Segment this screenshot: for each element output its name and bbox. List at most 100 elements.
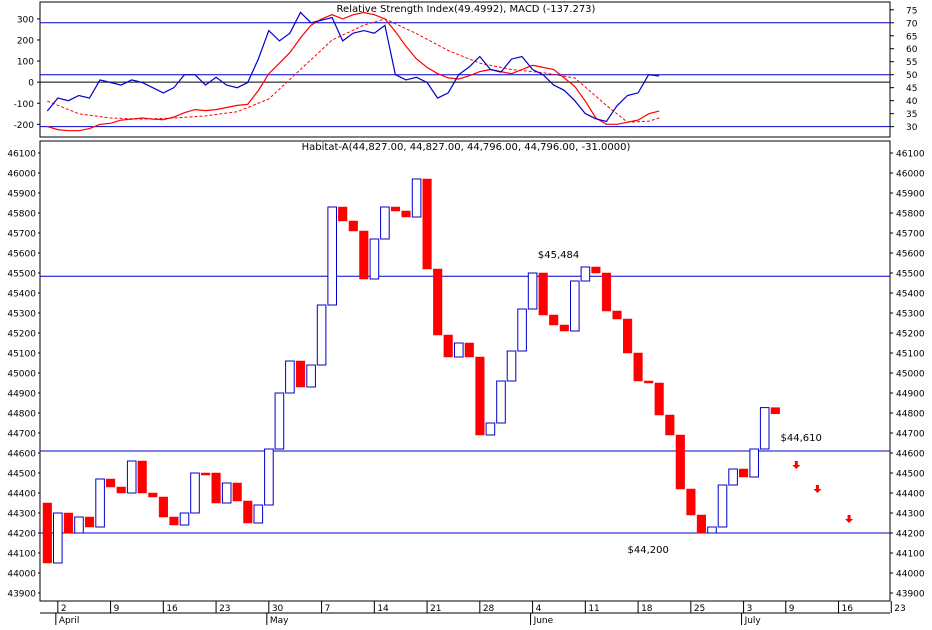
candle-down	[696, 514, 706, 534]
price-tick-label-left: 44300	[7, 510, 36, 520]
price-tick-label-left: 44900	[7, 390, 36, 400]
date-tick-label: 9	[789, 604, 795, 614]
candle-up	[285, 360, 295, 394]
candle-down	[443, 334, 453, 358]
rsi-tick-label: 50	[906, 71, 918, 81]
macd-tick-label: 100	[17, 58, 34, 68]
date-tick-label: 21	[430, 604, 441, 614]
price-tick-label-right: 45300	[896, 310, 925, 320]
price-horizontal-levels	[40, 275, 890, 534]
price-tick-label-left: 44800	[7, 410, 36, 420]
indicator-panel-title: Relative Strength Index(49.4992), MACD (…	[337, 4, 596, 15]
candle-up	[53, 512, 63, 564]
price-panel-title: Habitat-A(44,827.00, 44,827.00, 44,796.0…	[302, 142, 631, 153]
rsi-tick-label: 45	[906, 84, 917, 94]
candle-up	[306, 364, 316, 388]
candle-down	[601, 272, 612, 312]
candle-down	[390, 206, 401, 212]
candle-up	[74, 516, 84, 534]
price-tick-label-right: 46100	[896, 150, 925, 160]
price-tick-label-left: 45900	[7, 190, 36, 200]
candle-down	[686, 488, 696, 516]
price-tick-label-right: 45200	[896, 330, 925, 340]
price-tick-label-right: 44200	[896, 530, 925, 540]
macd-tick-label: -200	[14, 121, 35, 131]
candle-down	[644, 380, 654, 384]
price-tick-label-right: 45500	[896, 270, 925, 280]
candle-up	[274, 392, 285, 450]
candle-up	[190, 472, 200, 514]
candle-down	[137, 460, 147, 494]
date-tick-label: 11	[588, 604, 599, 614]
date-tick-label: 9	[114, 604, 120, 614]
price-tick-label-left: 44400	[7, 490, 36, 500]
candle-up	[316, 304, 327, 366]
indicator-frame	[39, 1, 891, 138]
candle-up	[253, 504, 264, 524]
candle-down	[591, 266, 601, 274]
macd-tick-label: 0	[28, 79, 34, 89]
candle-up	[707, 526, 717, 534]
projection-arrows	[792, 461, 854, 523]
candlestick-series	[42, 178, 780, 564]
price-frame	[39, 140, 891, 602]
price-tick-label-left: 46000	[7, 170, 36, 180]
candle-up	[759, 407, 770, 450]
price-tick-label-left: 45600	[7, 250, 36, 260]
candle-down	[623, 318, 633, 354]
candle-down	[359, 230, 369, 280]
candle-up	[580, 266, 591, 282]
macd-signal-line	[47, 18, 660, 123]
date-tick-label: 23	[894, 604, 905, 614]
candle-up	[527, 272, 538, 310]
price-tick-label-right: 44500	[896, 470, 925, 480]
price-tick-label-right: 45400	[896, 290, 925, 300]
price-tick-label-left: 44100	[7, 550, 36, 560]
down-arrow-icon	[792, 461, 801, 469]
month-label: May	[270, 616, 289, 626]
month-label: April	[59, 616, 80, 626]
candle-down	[348, 220, 358, 232]
candle-down	[464, 342, 474, 358]
date-tick-label: 14	[377, 604, 389, 614]
candle-up	[327, 206, 337, 306]
price-tick-label-right: 44900	[896, 390, 925, 400]
candle-up	[369, 238, 380, 280]
candle-down	[433, 268, 443, 336]
price-tick-label-right: 43900	[896, 590, 925, 600]
candle-down	[42, 502, 52, 564]
date-tick-label: 2	[61, 604, 67, 614]
price-tick-label-right: 44000	[896, 570, 925, 580]
month-label: July	[744, 616, 762, 626]
rsi-tick-label: 70	[906, 19, 918, 29]
candle-down	[770, 407, 780, 415]
month-label: June	[533, 616, 554, 626]
price-tick-label-left: 45400	[7, 290, 36, 300]
level-label: $45,484	[538, 250, 579, 261]
candle-up	[570, 280, 580, 332]
price-tick-label-left: 45500	[7, 270, 36, 280]
price-tick-label-left: 45700	[7, 230, 36, 240]
price-tick-label-left: 44600	[7, 450, 36, 460]
price-tick-label-right: 45800	[896, 210, 925, 220]
price-tick-label-right: 46000	[896, 170, 925, 180]
rsi-tick-label: 75	[906, 6, 917, 16]
price-axis-labels: 46100 46100 46000 46000 45900 45900 45800 45800…	[7, 150, 925, 600]
level-labels: $45,484 $44,610 $44,200	[538, 250, 822, 556]
rsi-tick-label: 55	[906, 58, 917, 68]
rsi-tick-label: 65	[906, 32, 917, 42]
price-tick-label-right: 45900	[896, 190, 925, 200]
date-tick-label: 18	[641, 604, 653, 614]
price-tick-label-right: 45000	[896, 370, 925, 380]
price-tick-label-right: 44800	[896, 410, 925, 420]
candle-down	[232, 482, 242, 502]
price-tick-label-right: 45100	[896, 350, 925, 360]
candle-down	[148, 492, 158, 498]
candle-down	[243, 500, 253, 524]
date-tick-label: 3	[747, 604, 753, 614]
candle-down	[116, 486, 126, 494]
date-tick-label: 28	[483, 604, 495, 614]
rsi-tick-label: 40	[906, 97, 918, 107]
